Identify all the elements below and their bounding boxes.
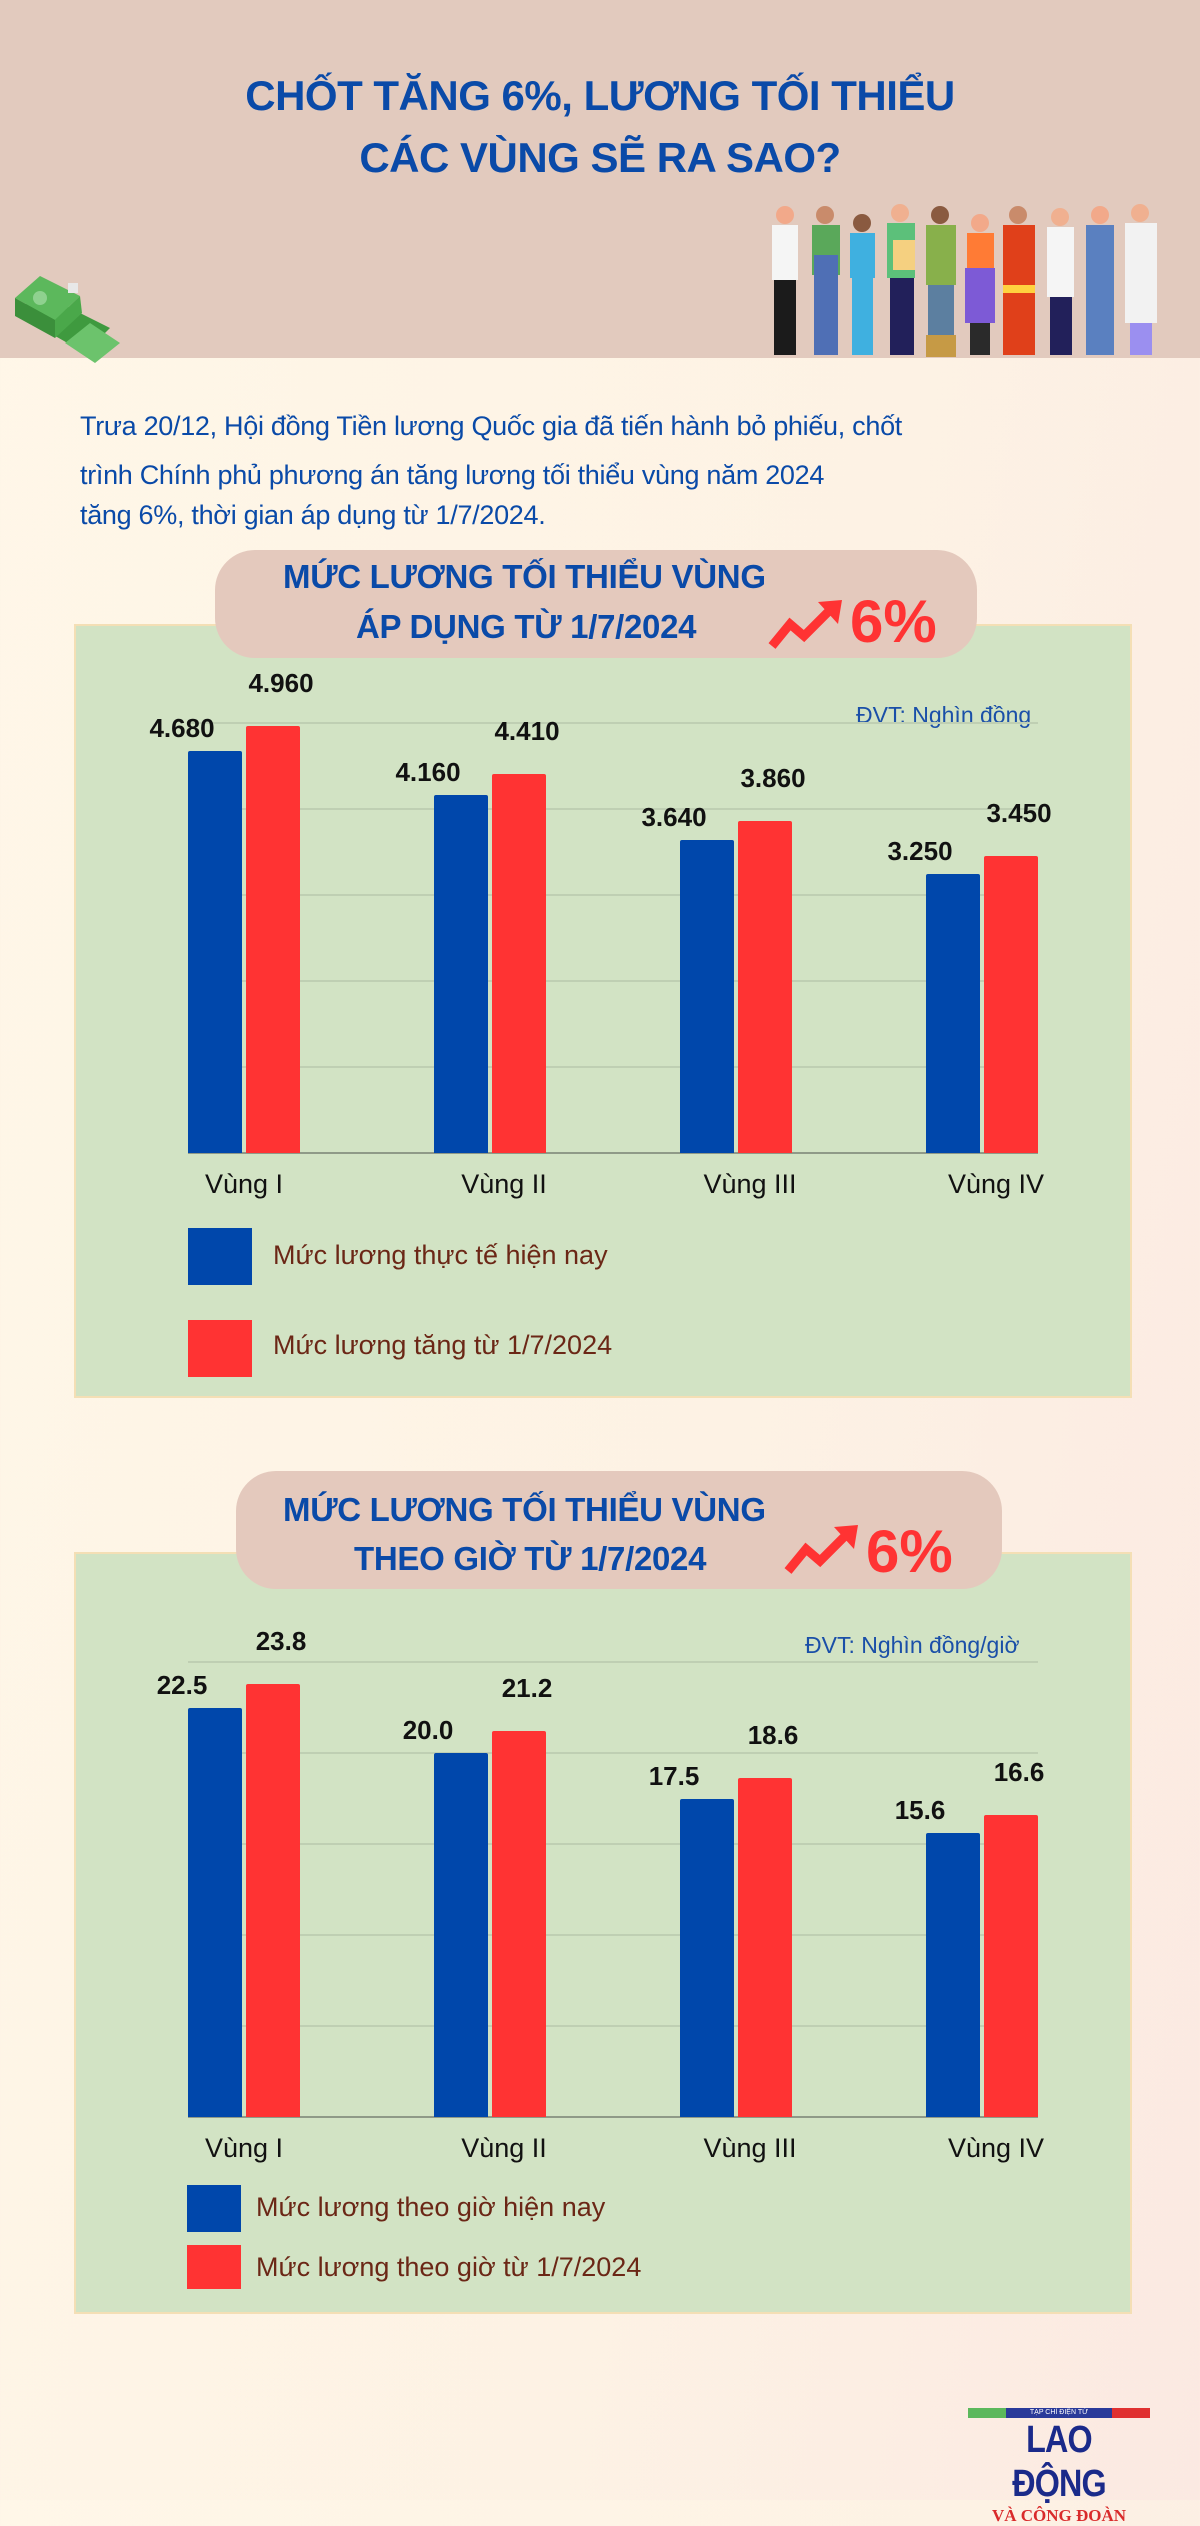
data-label: 18.6 xyxy=(747,1720,799,1751)
chart1-title-line1: MỨC LƯƠNG TỐI THIỂU VÙNG xyxy=(283,558,766,595)
chart1-legend-swatch-current xyxy=(188,1228,252,1285)
bar-new xyxy=(738,821,792,1153)
chart1-plot: 4.680 4.960 Vùng I 4.160 4.410 Vùng II 3.640 3.… xyxy=(149,668,1051,1199)
intro-line2: trình Chính phủ phương án tăng lương tối… xyxy=(80,460,825,490)
bar-current xyxy=(680,839,734,1153)
bar-current xyxy=(434,795,488,1153)
bar-current xyxy=(188,750,242,1153)
chart2-legend-swatch-current xyxy=(187,2185,241,2232)
gridline xyxy=(188,980,1038,982)
x-axis-baseline xyxy=(188,1152,1038,1154)
category-label: Vùng IV xyxy=(947,1169,1045,1199)
chart2-legend-current: Mức lương theo giờ hiện nay xyxy=(256,2192,606,2222)
bar-current xyxy=(926,873,980,1153)
bar-current xyxy=(926,1833,980,2117)
money-stack-icon xyxy=(15,276,120,363)
workers-illustration xyxy=(772,204,1157,357)
logo-top-text: TẠP CHÍ ĐIỆN TỬ xyxy=(1006,2408,1112,2418)
chart2-title-pill xyxy=(236,1471,1002,1589)
logo-sub-text: VÀ CÔNG ĐOÀN xyxy=(991,2506,1127,2525)
data-label: 4.160 xyxy=(395,757,461,788)
gridline xyxy=(188,1843,1038,1845)
chart1-title-pill xyxy=(215,550,977,658)
chart2-badge: 6% xyxy=(866,1518,953,1585)
data-label: 4.960 xyxy=(248,668,314,699)
category-label: Vùng IV xyxy=(947,2133,1045,2163)
data-label: 3.250 xyxy=(887,835,953,866)
intro-line1: Trưa 20/12, Hội đồng Tiền lương Quốc gia… xyxy=(80,411,903,441)
gridline xyxy=(188,722,1038,724)
trend-up-arrow-icon xyxy=(784,1525,858,1574)
bar-new xyxy=(492,773,546,1153)
chart2-legend-swatch-new xyxy=(187,2245,241,2289)
data-label: 3.450 xyxy=(986,798,1052,829)
data-label: 21.2 xyxy=(501,1673,553,1704)
category-label: Vùng II xyxy=(461,1169,547,1199)
chart1-legend-swatch-new xyxy=(188,1320,252,1377)
data-label: 22.5 xyxy=(156,1669,208,1700)
gridline xyxy=(188,1066,1038,1068)
category-label: Vùng I xyxy=(204,1169,284,1199)
chart2-unit: ĐVT: Nghìn đồng/giờ xyxy=(805,1632,1020,1658)
chart1-legend-new: Mức lương tăng từ 1/7/2024 xyxy=(273,1330,613,1360)
page-title-line2: CÁC VÙNG SẼ RA SAO? xyxy=(359,134,841,181)
gridline xyxy=(188,894,1038,896)
bar-new xyxy=(984,1814,1038,2117)
bar-new xyxy=(492,1731,546,2117)
gridline xyxy=(188,808,1038,810)
gridline xyxy=(188,1752,1038,1754)
data-label: 23.8 xyxy=(255,1625,307,1656)
data-label: 3.640 xyxy=(641,801,707,832)
data-label: 4.410 xyxy=(494,715,560,746)
data-label: 3.860 xyxy=(740,763,806,794)
intro-line3: tăng 6%, thời gian áp dụng từ 1/7/2024. xyxy=(80,500,546,530)
chart2-title-line1: MỨC LƯƠNG TỐI THIỂU VÙNG xyxy=(283,1491,766,1528)
data-label: 15.6 xyxy=(894,1795,946,1826)
lao-dong-logo: TẠP CHÍ ĐIỆN TỬ LAO ĐỘNG VÀ CÔNG ĐOÀN xyxy=(968,2408,1150,2525)
bar-current xyxy=(434,1753,488,2117)
bar-current xyxy=(680,1798,734,2117)
chart2-plot: 22.5 23.8 Vùng I 20.0 21.2 Vùng II 17.5 18.6 Vùn… xyxy=(157,1626,1045,2163)
chart1-badge: 6% xyxy=(850,588,937,655)
bar-new xyxy=(738,1778,792,2117)
gridline xyxy=(188,2025,1038,2027)
category-label: Vùng II xyxy=(461,2133,547,2163)
category-label: Vùng III xyxy=(703,2133,797,2163)
chart1-legend-current: Mức lương thực tế hiện nay xyxy=(273,1240,608,1270)
logo-main-text: LAO ĐỘNG xyxy=(1012,2419,1106,2505)
x-axis-baseline xyxy=(188,2116,1038,2118)
data-label: 16.6 xyxy=(993,1756,1045,1787)
bar-current xyxy=(188,1707,242,2117)
bar-new xyxy=(246,726,300,1153)
chart2-legend-new: Mức lương theo giờ từ 1/7/2024 xyxy=(256,2252,642,2282)
trend-up-arrow-icon xyxy=(768,600,842,649)
bar-new xyxy=(246,1683,300,2117)
category-label: Vùng III xyxy=(703,1169,797,1199)
chart1-title-line2: ÁP DỤNG TỪ 1/7/2024 xyxy=(356,608,697,645)
category-label: Vùng I xyxy=(204,2133,284,2163)
data-label: 4.680 xyxy=(149,712,215,743)
gridline xyxy=(188,1934,1038,1936)
bar-new xyxy=(984,856,1038,1153)
data-label: 20.0 xyxy=(402,1715,454,1745)
chart2-title-line2: THEO GIỜ TỪ 1/7/2024 xyxy=(354,1540,707,1577)
page-title-line1: CHỐT TĂNG 6%, LƯƠNG TỐI THIỂU xyxy=(245,72,955,119)
header-band xyxy=(0,0,1200,358)
data-label: 17.5 xyxy=(648,1760,700,1791)
gridline xyxy=(188,1661,1038,1663)
